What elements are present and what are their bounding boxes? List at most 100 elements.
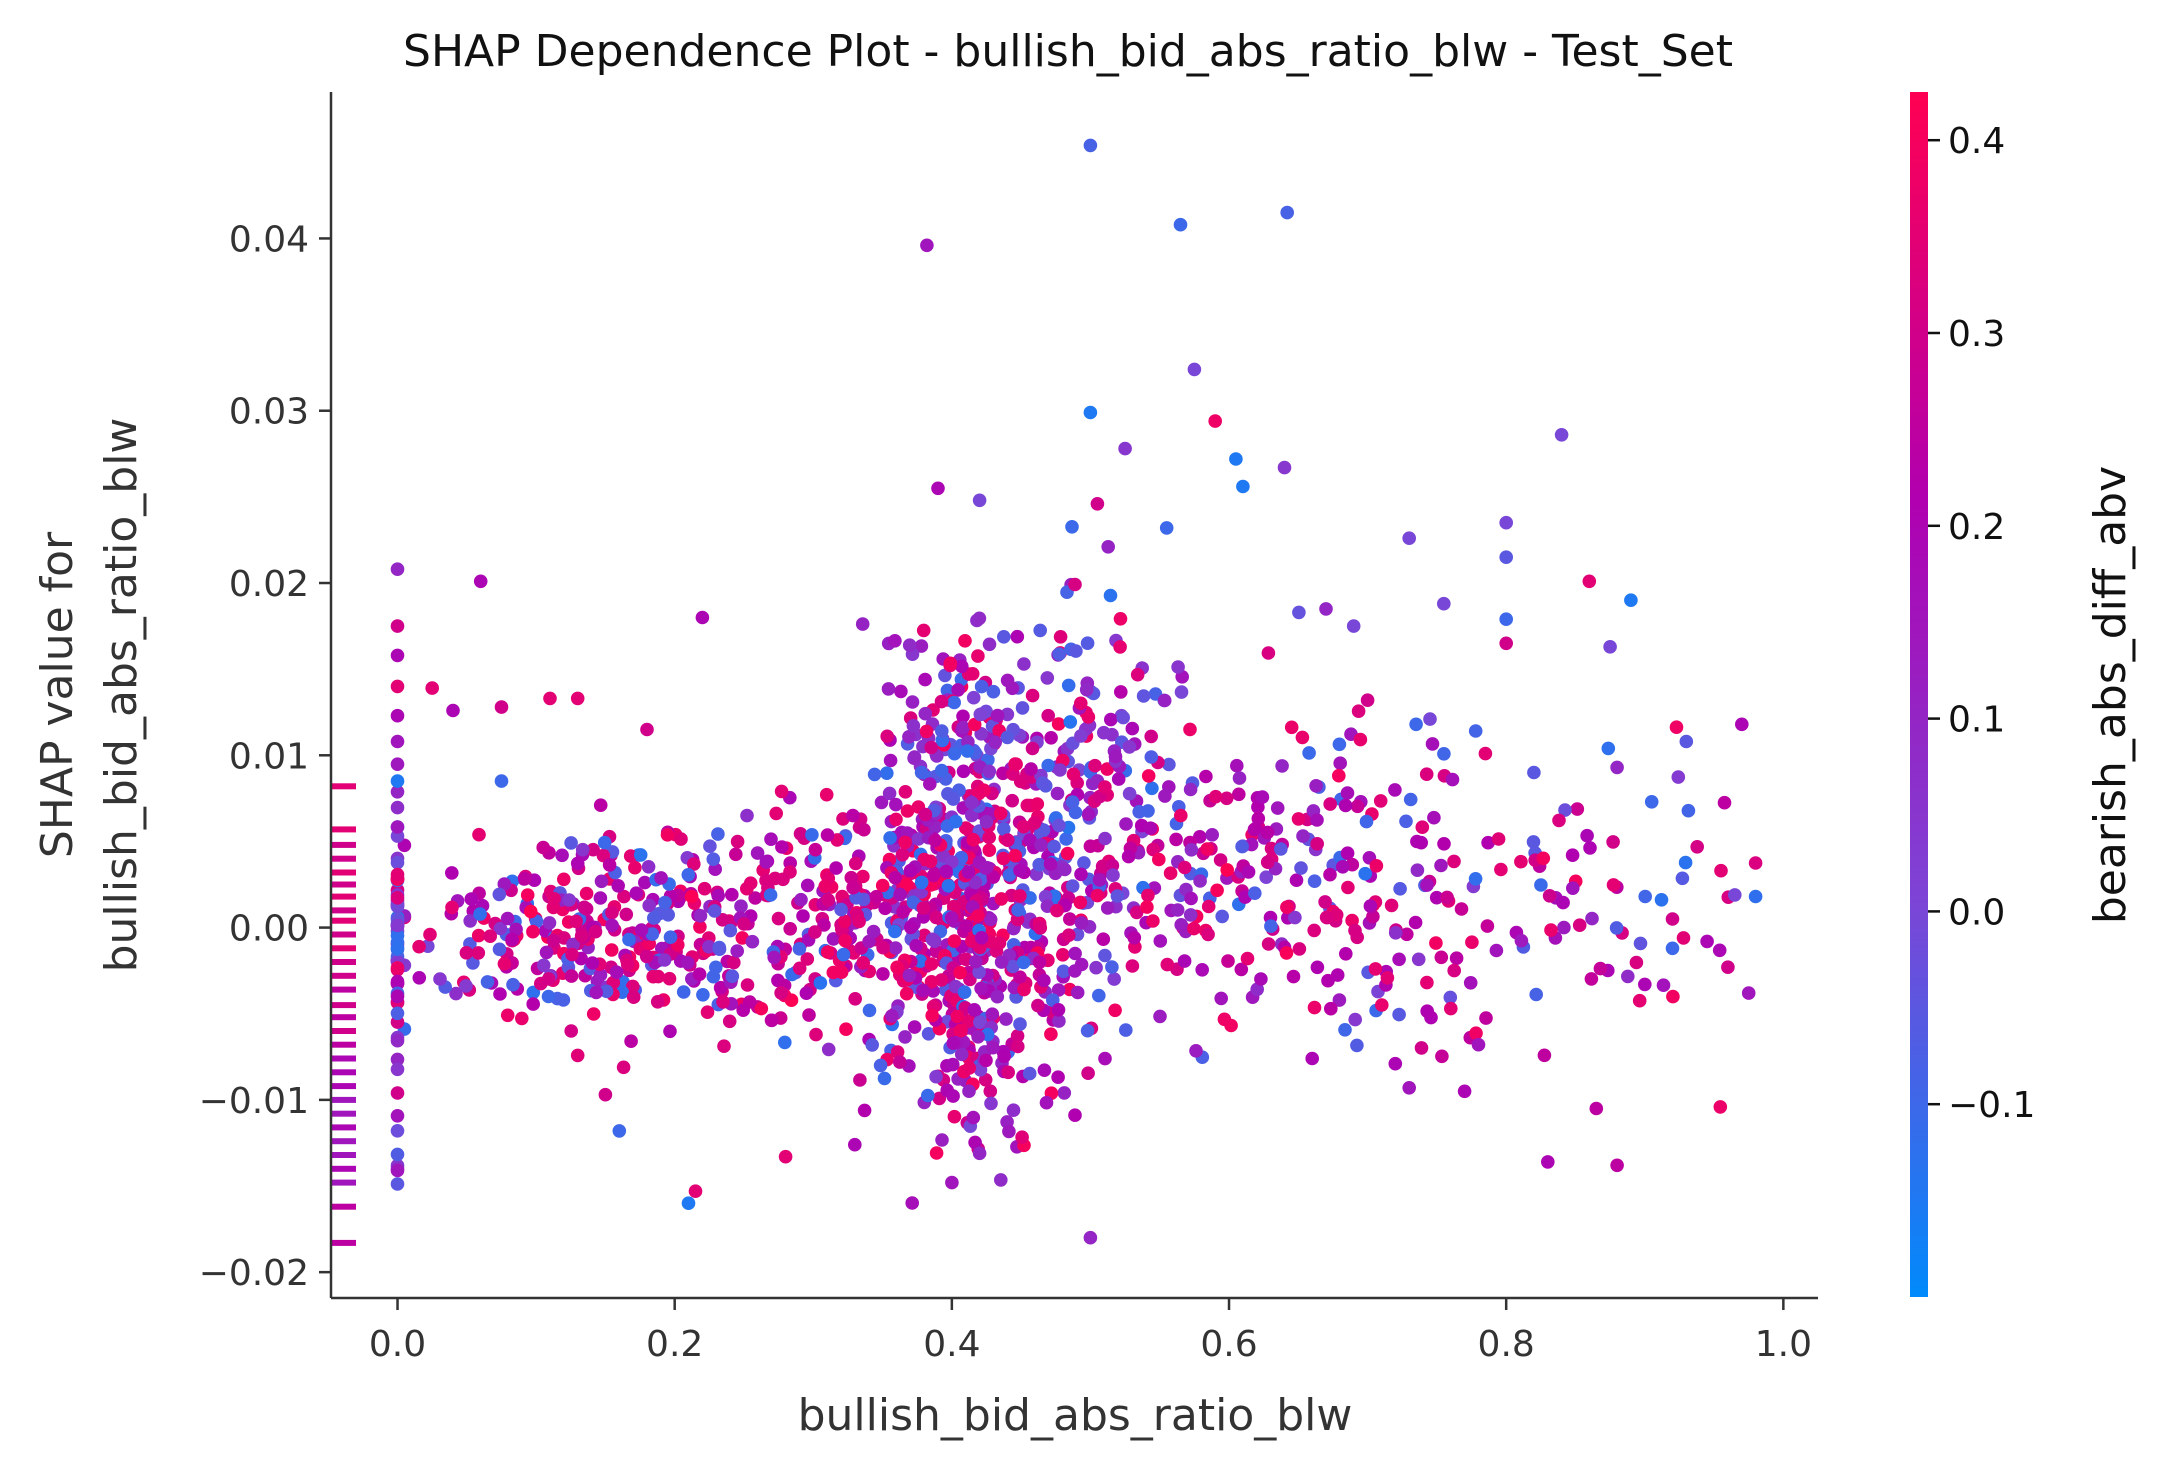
scatter-point bbox=[1058, 862, 1072, 877]
scatter-point bbox=[1261, 937, 1276, 951]
scatter-point bbox=[929, 1069, 943, 1084]
scatter-point bbox=[1024, 762, 1038, 776]
scatter-point bbox=[539, 945, 554, 960]
scatter-point bbox=[1291, 812, 1306, 826]
scatter-point bbox=[925, 1008, 939, 1023]
scatter-point bbox=[1208, 414, 1222, 428]
scatter-point bbox=[589, 985, 603, 1000]
scatter-point bbox=[1153, 1009, 1167, 1024]
scatter-point bbox=[717, 1039, 731, 1053]
y-tick-label: 0.03 bbox=[229, 392, 309, 433]
scatter-point bbox=[950, 1009, 965, 1024]
scatter-point bbox=[497, 877, 512, 891]
scatter-point bbox=[1074, 916, 1089, 930]
scatter-point bbox=[1101, 540, 1115, 554]
scatter-point bbox=[953, 965, 967, 980]
scatter-point bbox=[1274, 842, 1288, 856]
scatter-point bbox=[907, 751, 921, 765]
scatter-point bbox=[1713, 1100, 1728, 1114]
scatter-point bbox=[857, 822, 871, 837]
scatter-point bbox=[1171, 660, 1185, 674]
scatter-point bbox=[893, 887, 907, 902]
scatter-point bbox=[750, 846, 765, 860]
scatter-point bbox=[1275, 759, 1289, 773]
scatter-point bbox=[570, 691, 585, 706]
scatter-point bbox=[1089, 960, 1103, 975]
scatter-point bbox=[619, 907, 634, 922]
scatter-point bbox=[390, 941, 405, 955]
scatter-point bbox=[947, 695, 961, 710]
scatter-point bbox=[1234, 962, 1249, 977]
scatter-point bbox=[979, 815, 994, 829]
scatter-point bbox=[1748, 856, 1763, 870]
scatter-point bbox=[1060, 846, 1075, 861]
x-tick-label: 0.6 bbox=[1200, 1324, 1257, 1365]
scatter-point bbox=[778, 1149, 793, 1164]
scatter-point bbox=[1068, 1108, 1082, 1122]
scatter-point bbox=[639, 949, 654, 964]
scatter-point bbox=[1127, 930, 1142, 945]
scatter-point bbox=[869, 889, 884, 904]
scatter-point bbox=[966, 1110, 981, 1125]
scatter-point bbox=[990, 989, 1005, 1004]
scatter-point bbox=[973, 1015, 987, 1029]
scatter-point bbox=[829, 861, 843, 875]
scatter-point bbox=[808, 842, 823, 857]
scatter-point bbox=[994, 892, 1009, 906]
scatter-point bbox=[1638, 977, 1652, 992]
scatter-point bbox=[1570, 802, 1585, 816]
scatter-point bbox=[944, 911, 959, 925]
rug-mark bbox=[331, 972, 356, 979]
scatter-point bbox=[687, 857, 701, 871]
scatter-point bbox=[564, 1024, 578, 1038]
scatter-point bbox=[967, 1003, 982, 1017]
scatter-point bbox=[923, 777, 937, 791]
scatter-point bbox=[1339, 947, 1353, 961]
scatter-point bbox=[946, 1089, 960, 1103]
scatter-point bbox=[1050, 786, 1065, 801]
scatter-point bbox=[740, 978, 755, 992]
scatter-point bbox=[390, 679, 405, 694]
scatter-point bbox=[1346, 619, 1361, 633]
scatter-point bbox=[856, 869, 870, 884]
scatter-point bbox=[1554, 428, 1569, 442]
scatter-point bbox=[972, 611, 987, 626]
scatter-point bbox=[1369, 859, 1384, 873]
scatter-point bbox=[736, 1003, 750, 1017]
scatter-point bbox=[1700, 934, 1714, 949]
scatter-point bbox=[1319, 910, 1334, 925]
scatter-point bbox=[921, 1088, 935, 1103]
scatter-point bbox=[1065, 879, 1080, 893]
scatter-point bbox=[1050, 903, 1064, 918]
scatter-point bbox=[725, 969, 740, 983]
scatter-point bbox=[924, 957, 939, 971]
scatter-point bbox=[853, 1073, 867, 1087]
scatter-point bbox=[604, 943, 619, 957]
scatter-point bbox=[1324, 1001, 1338, 1016]
scatter-point bbox=[1033, 623, 1047, 638]
scatter-point bbox=[1444, 1001, 1458, 1016]
scatter-point bbox=[1338, 798, 1353, 813]
scatter-point bbox=[878, 901, 892, 916]
scatter-point bbox=[764, 832, 778, 846]
scatter-point bbox=[1279, 946, 1294, 960]
scatter-point bbox=[1031, 998, 1045, 1013]
scatter-point bbox=[1130, 667, 1145, 682]
scatter-point bbox=[390, 1147, 405, 1162]
rug-mark bbox=[331, 855, 356, 862]
scatter-point bbox=[547, 892, 561, 906]
scatter-point bbox=[939, 864, 953, 879]
rug-mark bbox=[331, 1138, 356, 1145]
scatter-point bbox=[1468, 724, 1483, 738]
scatter-point bbox=[1152, 852, 1166, 867]
scatter-point bbox=[605, 918, 619, 933]
scatter-point bbox=[1580, 828, 1594, 843]
scatter-point bbox=[1183, 722, 1197, 737]
scatter-point bbox=[663, 1024, 677, 1039]
scatter-point bbox=[900, 804, 915, 818]
scatter-point bbox=[1410, 863, 1425, 877]
scatter-point bbox=[1633, 936, 1648, 951]
scatter-point bbox=[1465, 935, 1479, 949]
scatter-point bbox=[1556, 895, 1570, 910]
scatter-point bbox=[730, 944, 744, 958]
